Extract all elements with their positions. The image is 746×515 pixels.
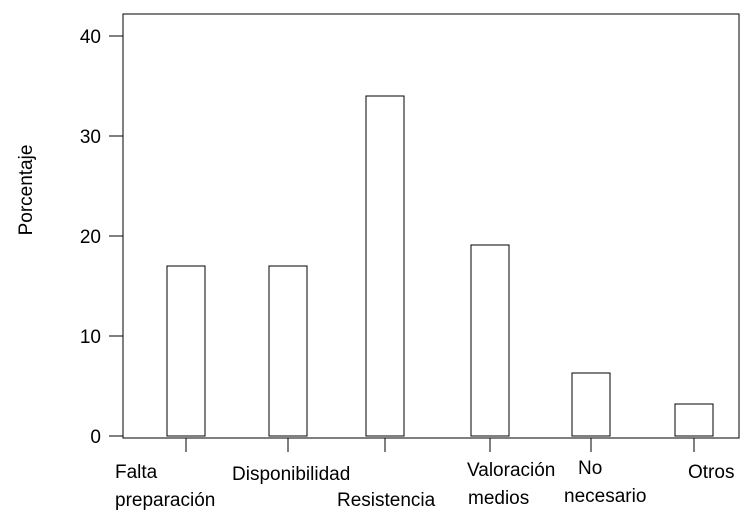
- x-tick-label: Resistencia: [337, 490, 436, 511]
- bar: [571, 372, 611, 437]
- y-tick-label: 0: [90, 427, 101, 448]
- x-tick-label: Valoración medios: [467, 460, 555, 509]
- bar: [166, 265, 206, 437]
- plot-frame: [122, 13, 740, 439]
- bar: [365, 95, 405, 437]
- y-tick-label: 40: [80, 27, 101, 48]
- y-tick-label: 30: [80, 127, 101, 148]
- y-axis-title: Porcentaje: [16, 145, 37, 236]
- bars: [166, 95, 714, 437]
- y-axis: 0 10 20 30 40: [80, 27, 123, 448]
- y-tick-label: 10: [80, 327, 101, 348]
- y-tick-label: 20: [80, 227, 101, 248]
- x-tick-label: No necesario: [564, 458, 646, 507]
- bar: [470, 244, 510, 437]
- bar: [674, 403, 714, 437]
- x-tick-label: Disponibilidad: [232, 464, 350, 485]
- x-axis: Falta preparación Disponibilidad Resistenci…: [115, 438, 734, 511]
- bar: [268, 265, 308, 437]
- x-tick-label: Otros: [688, 462, 734, 483]
- x-tick-label: Falta preparación: [115, 462, 215, 511]
